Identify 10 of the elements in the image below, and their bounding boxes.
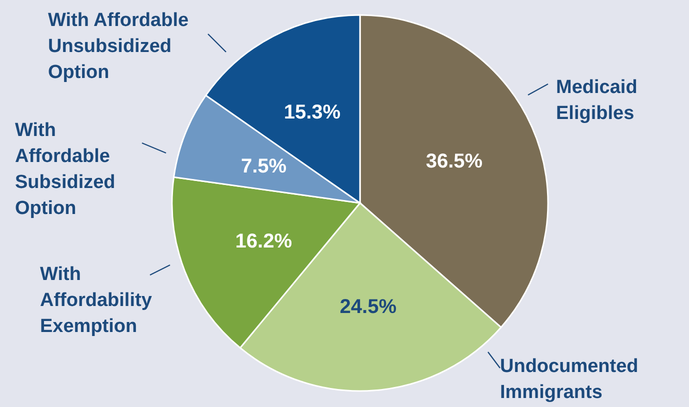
- slice-label: With Affordability Exemption: [40, 264, 152, 337]
- slice-label: Medicaid Eligibles: [556, 77, 638, 124]
- slice-label: With Affordable Subsidized Option: [15, 120, 116, 219]
- slice-label: With Affordable Unsubsidized Option: [48, 10, 189, 83]
- slice-label: Undocumented Immigrants: [500, 356, 638, 403]
- data-label: 7.5%: [240, 155, 287, 178]
- data-label: 15.3%: [284, 101, 341, 124]
- data-label: 24.5%: [340, 296, 397, 318]
- data-label: 16.2%: [235, 230, 292, 252]
- data-label: 36.5%: [426, 150, 483, 172]
